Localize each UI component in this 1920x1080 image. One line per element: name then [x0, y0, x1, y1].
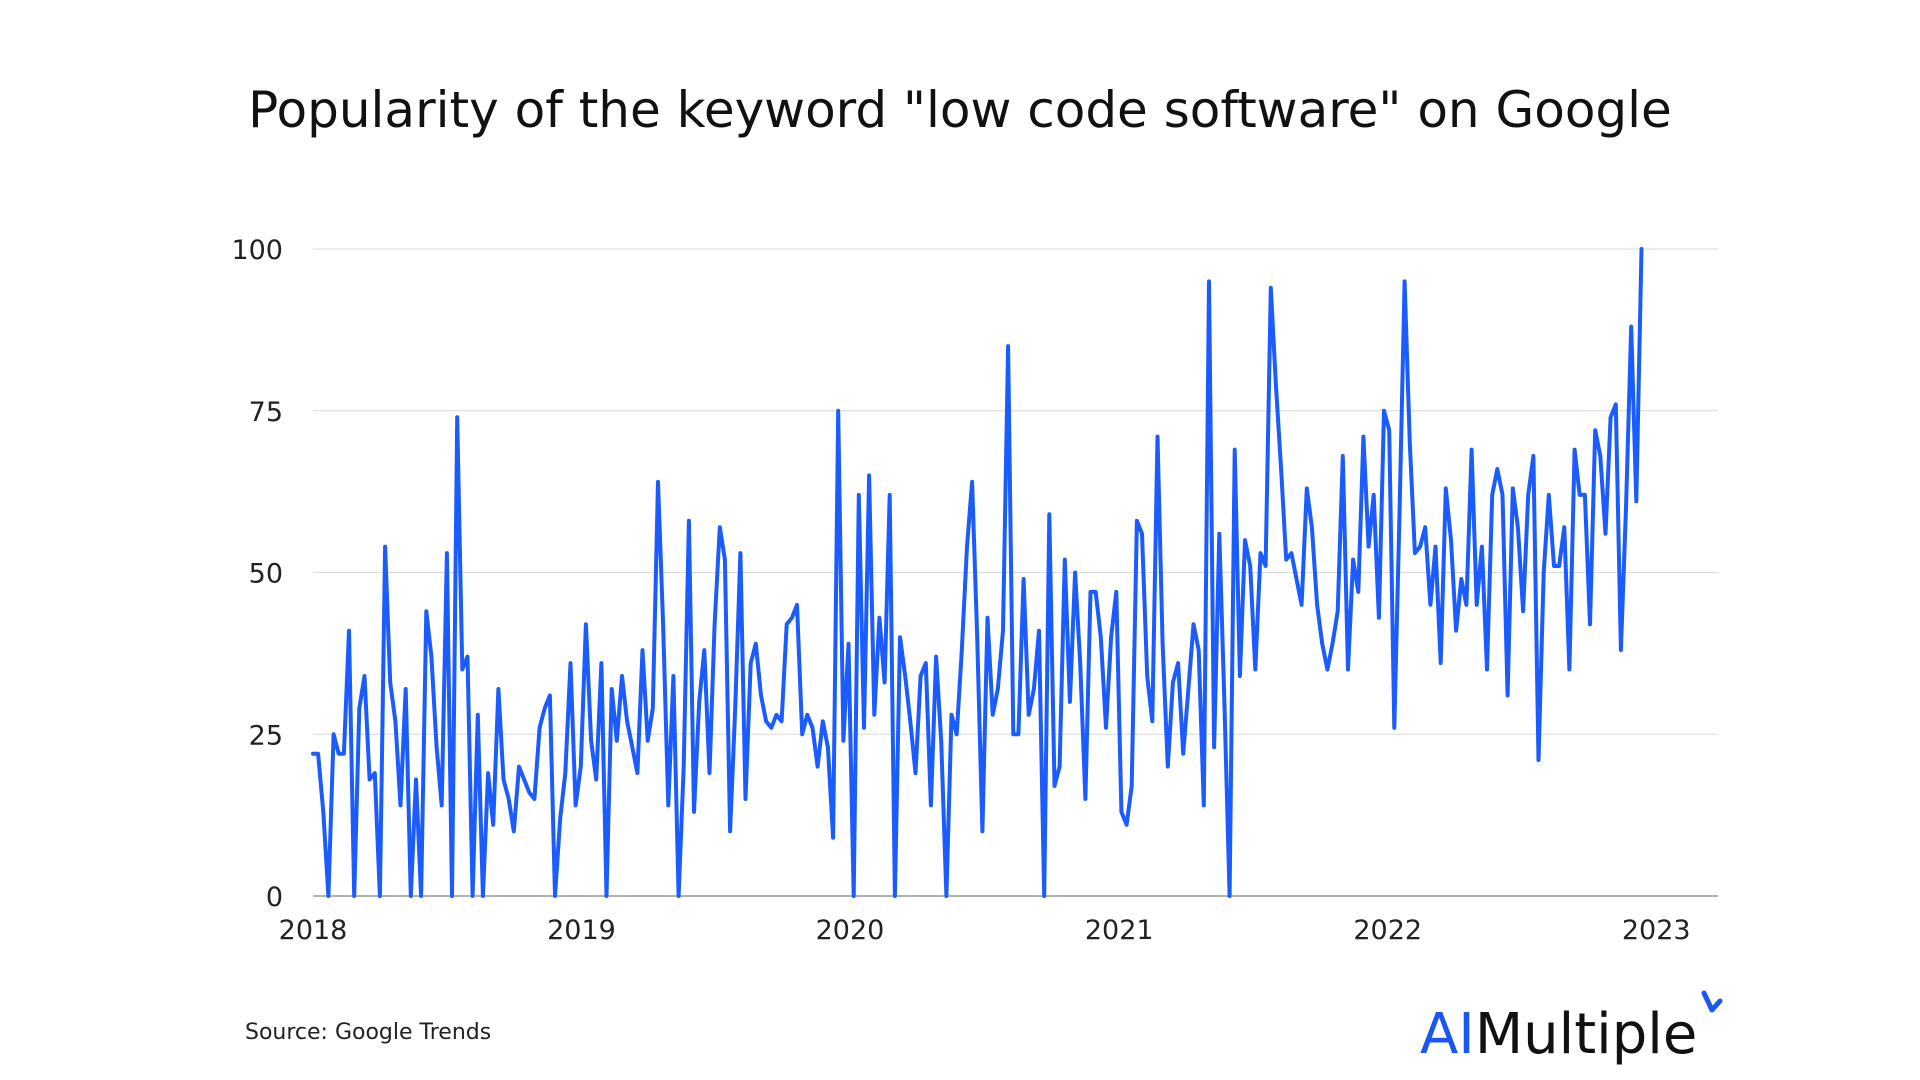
chart-title: Popularity of the keyword "low code soft…	[248, 81, 1672, 139]
x-tick-label: 2022	[1353, 915, 1422, 946]
y-tick-label: 75	[249, 397, 283, 428]
logo-multiple-text: Multiple	[1475, 1002, 1697, 1067]
series-line	[311, 247, 1644, 898]
y-tick-label: 0	[266, 882, 283, 913]
grid-layer	[313, 248, 1718, 897]
logo-wordmark: AIMultiple	[1420, 1002, 1697, 1067]
x-tick-label: 2019	[547, 915, 616, 946]
y-tick-label: 50	[249, 559, 283, 590]
logo-ai-text: AI	[1420, 1002, 1475, 1067]
logo-accent-icon	[1701, 990, 1723, 1013]
source-note: Source: Google Trends	[245, 1020, 491, 1045]
series-layer	[311, 247, 1644, 898]
y-tick-label: 100	[231, 235, 283, 266]
x-tick-label: 2020	[816, 915, 885, 946]
x-tick-label: 2023	[1622, 915, 1691, 946]
aimultiple-logo: AIMultiple	[1420, 990, 1723, 1067]
y-tick-label: 25	[249, 720, 283, 751]
x-tick-label: 2021	[1085, 915, 1154, 946]
x-axis: 2018 2019 2020 2021 2022 2023	[279, 915, 1691, 946]
x-tick-label: 2018	[279, 915, 348, 946]
y-axis: 0 25 50 75 100	[231, 235, 283, 913]
